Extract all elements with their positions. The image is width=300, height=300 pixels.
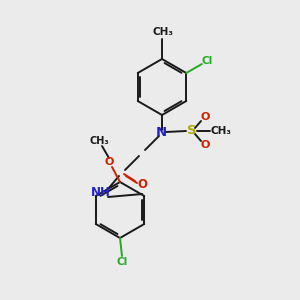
Text: Cl: Cl [201,56,213,66]
Text: O: O [104,157,114,167]
Text: CH₃: CH₃ [152,27,173,37]
Text: S: S [187,124,197,137]
Text: CH₃: CH₃ [89,136,109,146]
Text: N: N [155,127,167,140]
Text: CH₃: CH₃ [211,126,232,136]
Text: NH: NH [91,185,111,199]
Text: O: O [137,178,147,190]
Text: Cl: Cl [116,257,128,267]
Text: O: O [200,140,210,150]
Text: O: O [200,112,210,122]
